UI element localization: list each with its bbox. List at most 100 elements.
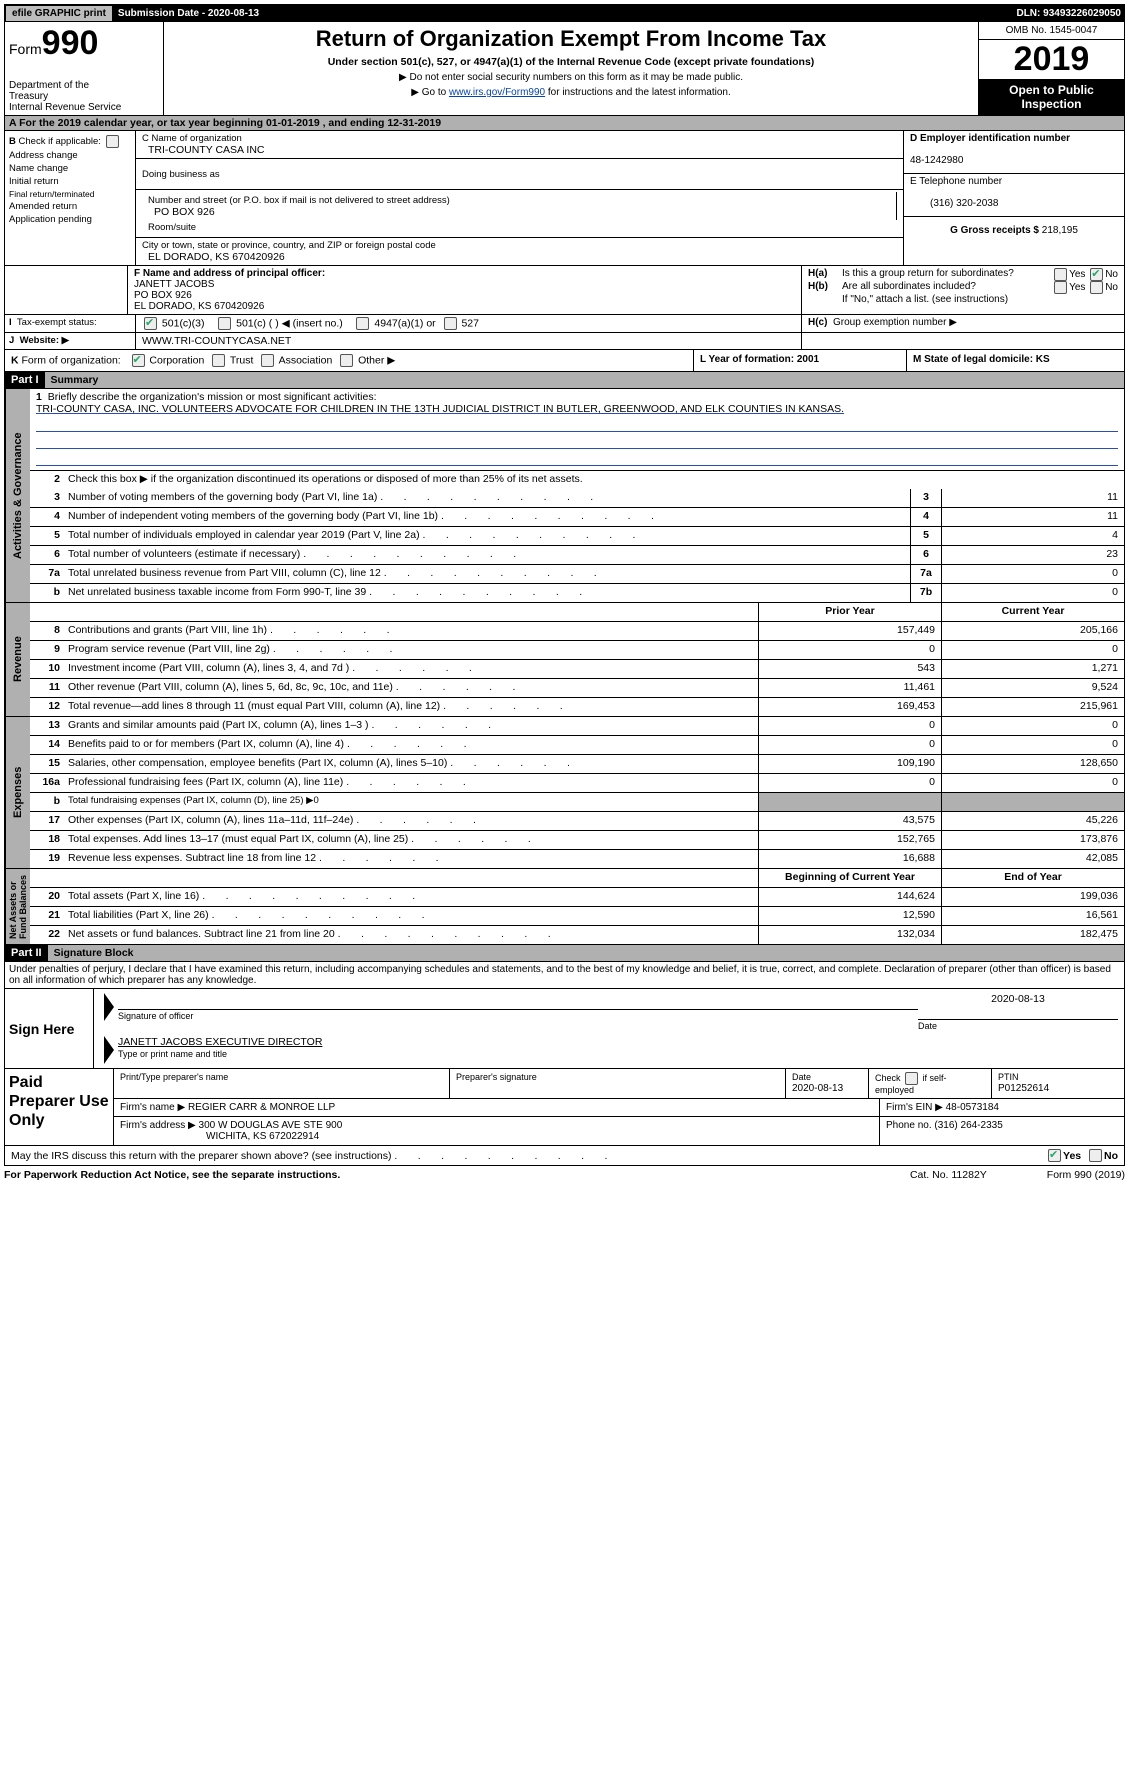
vtab-netassets: Net Assets or Fund Balances [5, 869, 30, 944]
ha-no: No [1105, 269, 1118, 280]
officer-name-label: Type or print name and title [118, 1049, 227, 1059]
cb-trust[interactable] [212, 354, 225, 367]
k-text: Form of organization: [22, 354, 121, 366]
submission-date-label: Submission Date - 2020-08-13 [114, 8, 263, 19]
j-letter: J [9, 335, 14, 346]
vtab-expenses: Expenses [5, 717, 30, 868]
col-c: C Name of organization TRI-COUNTY CASA I… [136, 131, 903, 265]
hb-label: H(b) [808, 281, 842, 294]
expense-row: 19Revenue less expenses. Subtract line 1… [30, 850, 1124, 868]
mission-value: TRI-COUNTY CASA, INC. VOLUNTEERS ADVOCAT… [36, 403, 844, 415]
revenue-row: 9Program service revenue (Part VIII, lin… [30, 641, 1124, 660]
row-klm: K Form of organization: Corporation Trus… [4, 349, 1125, 371]
hc-text: Group exemption number ▶ [833, 317, 957, 328]
h-block: H(a) Is this a group return for subordin… [801, 266, 1124, 314]
principal-officer: F Name and address of principal officer:… [128, 266, 801, 314]
form-note2: ▶ Go to www.irs.gov/Form990 for instruct… [170, 87, 972, 98]
block-fh: F Name and address of principal officer:… [4, 265, 1125, 314]
arrow-icon-2 [104, 1036, 114, 1064]
cb-4947[interactable] [356, 317, 369, 330]
expenses-section: Expenses 13Grants and similar amounts pa… [4, 716, 1125, 868]
street-value: PO BOX 926 [148, 206, 215, 218]
sig-date-label: Date [918, 1021, 937, 1031]
cb-other[interactable] [340, 354, 353, 367]
firm-name-label: Firm's name ▶ [120, 1102, 185, 1113]
ptin-value: P01252614 [998, 1083, 1049, 1094]
part1-title: Summary [45, 372, 1124, 388]
cb-501c[interactable] [218, 317, 231, 330]
form-word: Form [9, 41, 42, 57]
cb-final-return: Final return/terminated [9, 189, 131, 199]
j-text: Website: ▶ [20, 335, 69, 346]
opt-501c: 501(c) ( ) ◀ (insert no.) [236, 317, 343, 329]
ha-no-cb[interactable] [1090, 268, 1103, 281]
checkbox-applicable[interactable] [106, 135, 119, 148]
expense-row: bTotal fundraising expenses (Part IX, co… [30, 793, 1124, 812]
cb-assoc[interactable] [261, 354, 274, 367]
activity-row: 6Total number of volunteers (estimate if… [30, 546, 1124, 565]
hb-no: No [1105, 282, 1118, 293]
revenue-row: 12Total revenue—add lines 8 through 11 (… [30, 698, 1124, 716]
mission-block: 1 Briefly describe the organization's mi… [30, 389, 1124, 471]
discuss-yes: Yes [1063, 1150, 1081, 1162]
mission-num: 1 [36, 391, 42, 403]
expense-row: 16aProfessional fundraising fees (Part I… [30, 774, 1124, 793]
cb-501c3[interactable] [144, 317, 157, 330]
activity-row: 4Number of independent voting members of… [30, 508, 1124, 527]
discuss-no-cb[interactable] [1089, 1149, 1102, 1162]
begin-year-header: Beginning of Current Year [758, 869, 941, 887]
expense-row: 18Total expenses. Add lines 13–17 (must … [30, 831, 1124, 850]
netassets-row: 21Total liabilities (Part X, line 26)12,… [30, 907, 1124, 926]
officer-addr1: PO BOX 926 [134, 290, 192, 301]
officer-addr2: EL DORADO, KS 670420926 [134, 301, 264, 312]
opt-corp: Corporation [149, 354, 204, 366]
header-right: OMB No. 1545-0047 2019 Open to Public In… [979, 22, 1124, 115]
part1-label: Part I [5, 372, 45, 388]
activity-row: 2Check this box ▶ if the organization di… [30, 471, 1124, 489]
discuss-yes-cb[interactable] [1048, 1149, 1061, 1162]
cb-self-employed[interactable] [905, 1072, 918, 1085]
ha-label: H(a) [808, 268, 842, 281]
cat-no: Cat. No. 11282Y [910, 1169, 987, 1181]
firm-ein-value: 48-0573184 [946, 1102, 999, 1113]
dept-line2: Treasury [9, 91, 159, 102]
ha-yes-cb[interactable] [1054, 268, 1067, 281]
revenue-row: 10Investment income (Part VIII, column (… [30, 660, 1124, 679]
form-header: Form990 Department of the Treasury Inter… [4, 22, 1125, 116]
year-formation: L Year of formation: 2001 [700, 354, 819, 365]
hb-yes: Yes [1069, 282, 1085, 293]
sign-here-label: Sign Here [5, 989, 93, 1068]
paid-preparer-block: Paid Preparer Use Only Print/Type prepar… [4, 1068, 1125, 1145]
goto-post: for instructions and the latest informat… [545, 87, 731, 98]
vtab-activities: Activities & Governance [5, 389, 30, 602]
efile-print-button[interactable]: efile GRAPHIC print [6, 6, 112, 21]
hb-no-cb[interactable] [1090, 281, 1103, 294]
firm-addr-value: 300 W DOUGLAS AVE STE 900 [199, 1120, 343, 1131]
city-label: City or town, state or province, country… [142, 240, 897, 251]
ein-value: 48-1242980 [910, 155, 963, 166]
cb-name-change: Name change [9, 163, 131, 174]
header-center: Return of Organization Exempt From Incom… [164, 22, 979, 115]
activity-row: 7aTotal unrelated business revenue from … [30, 565, 1124, 584]
cb-527[interactable] [444, 317, 457, 330]
row-i: I Tax-exempt status: 501(c)(3) 501(c) ( … [4, 314, 1125, 332]
prior-year-header: Prior Year [758, 603, 941, 621]
cb-corp[interactable] [132, 354, 145, 367]
b-letter: B [9, 136, 16, 147]
omb-number: OMB No. 1545-0047 [979, 22, 1124, 40]
activity-row: 5Total number of individuals employed in… [30, 527, 1124, 546]
page-footer: For Paperwork Reduction Act Notice, see … [4, 1166, 1125, 1184]
form-number: 990 [42, 24, 99, 62]
opt-501c3: 501(c)(3) [162, 317, 205, 329]
sig-officer-label: Signature of officer [118, 1011, 193, 1021]
discuss-no: No [1104, 1150, 1118, 1162]
phone-label: E Telephone number [910, 176, 1002, 187]
row-a-period: A For the 2019 calendar year, or tax yea… [4, 116, 1125, 131]
end-year-header: End of Year [941, 869, 1124, 887]
hb-yes-cb[interactable] [1054, 281, 1067, 294]
form-title: Return of Organization Exempt From Incom… [170, 26, 972, 52]
hb-note: If "No," attach a list. (see instruction… [808, 294, 1118, 305]
form-note1: ▶ Do not enter social security numbers o… [170, 72, 972, 83]
irs-link[interactable]: www.irs.gov/Form990 [449, 87, 545, 98]
phone-value: (316) 320-2038 [910, 198, 998, 209]
